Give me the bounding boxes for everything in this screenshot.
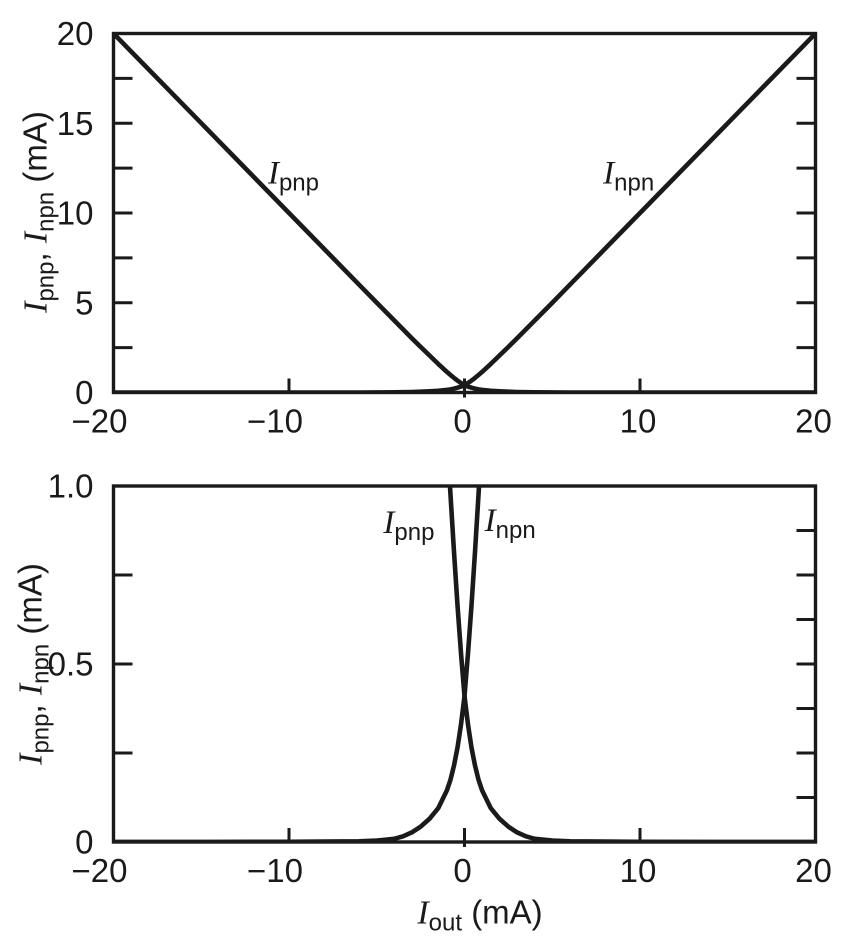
y-axis-label-bottom: Ipnp, Inpn (mA) [11,563,55,765]
curve-Inpn [113,33,816,393]
y-tick-label: 10 [57,195,94,232]
x-tick-label: 20 [795,852,832,889]
y-tick-label: 20 [57,15,94,52]
curve-label-Ipnp: Ipnp [382,505,434,546]
panel-top-border [111,31,818,395]
y-label-i1: I [17,301,55,313]
x-tick-label: 20 [795,403,832,440]
x-tick-label: −10 [247,403,303,440]
x-tick-label: 10 [620,852,657,889]
y-axis-label-top: Ipnp, Inpn (mA) [16,111,60,313]
y-label-sub2: npn [27,643,55,684]
x-tick-label: 0 [453,403,471,440]
y-label-sub2: npn [32,191,60,232]
y-label-sep: , [16,243,54,262]
curve-label-Inpn: Inpn [602,155,654,196]
y-label-sep: , [11,695,49,714]
curve-label-Ipnp: Ipnp [267,155,319,196]
curve-label-Inpn: Inpn [484,503,536,544]
y-label-i2: I [12,683,50,696]
y-tick-label: 0.5 [48,646,94,683]
y-tick-label: 1.0 [48,468,94,505]
x-label-unit: (mA) [462,893,543,931]
x-tick-label: −20 [72,403,128,440]
y-tick-label: 0 [75,824,93,861]
x-tick-label: 10 [620,403,657,440]
x-axis-label: Iout (mA) [417,893,543,936]
y-label-unit: (mA) [16,111,54,192]
x-tick-label: −10 [247,852,303,889]
y-tick-label: 0 [75,374,93,411]
y-tick-label: 15 [57,105,94,142]
y-label-i1: I [12,753,50,765]
y-label-i2: I [17,231,55,244]
panel-bottom-border [111,484,818,844]
y-label-unit: (mA) [11,563,49,644]
x-label-i: I [417,894,429,932]
y-label-sub1: pnp [27,713,55,754]
curve-Ipnp [113,33,816,393]
x-label-sub: out [428,909,463,937]
x-tick-label: −20 [72,852,128,889]
x-tick-label: 0 [453,852,471,889]
curve-Inpn [113,486,482,842]
y-label-sub1: pnp [32,261,60,302]
y-tick-label: 5 [75,284,93,321]
